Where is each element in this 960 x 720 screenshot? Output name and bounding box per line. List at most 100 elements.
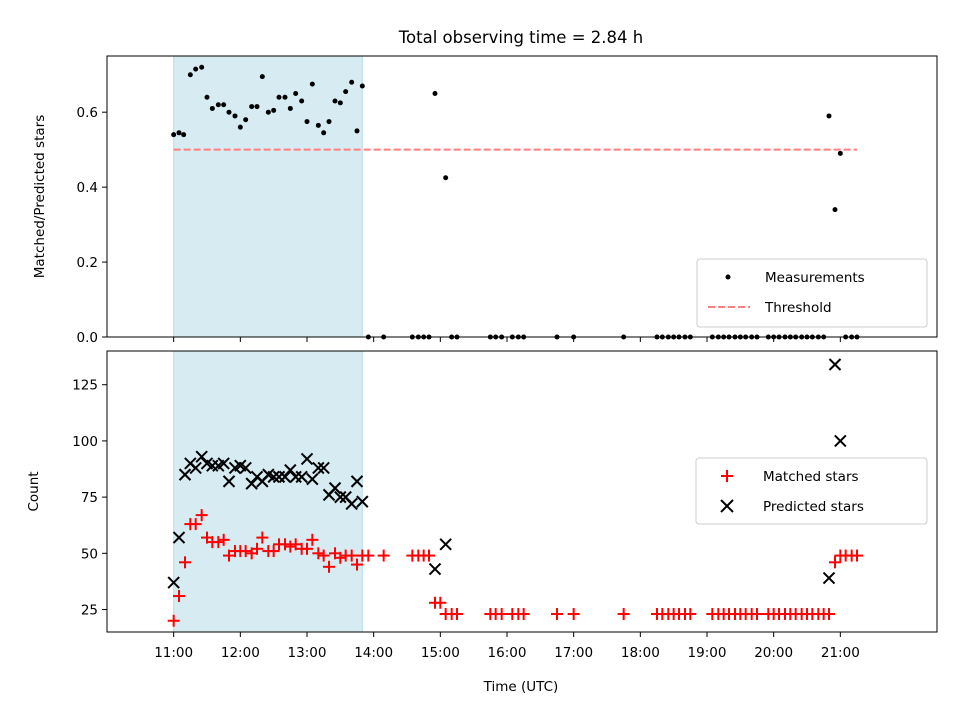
predicted-star-point	[822, 571, 836, 585]
top-axes-frame	[106, 55, 938, 338]
matched-star-point	[284, 540, 297, 553]
top-x-ticks	[173, 337, 841, 342]
measurement-point	[326, 119, 332, 125]
predicted-star-point	[428, 562, 442, 576]
predicted-star-point	[239, 461, 252, 475]
x-tick-label: 12:00	[221, 645, 260, 661]
x-tick-label: 11:00	[154, 645, 193, 661]
measurement-point	[265, 109, 271, 115]
bottom-y-axis: 25 50 75 100 125	[72, 378, 107, 619]
measurement-point	[349, 79, 355, 85]
measurement-point	[243, 117, 249, 123]
top-y-tick-label: 0.2	[77, 255, 98, 271]
predicted-star-point	[334, 490, 347, 504]
measurement-point	[176, 130, 182, 136]
matched-star-point	[351, 558, 363, 571]
matched-star-point	[684, 608, 697, 621]
predicted-star-point	[295, 470, 308, 484]
predicted-star-point	[189, 461, 202, 475]
legend-predicted-marker	[720, 499, 734, 513]
predicted-star-point	[828, 358, 842, 371]
matched-star-point	[323, 560, 335, 573]
x-tick-label: 15:00	[421, 645, 460, 661]
matched-star-point	[377, 549, 390, 562]
matched-star-point	[256, 531, 269, 544]
top-y-tick-label: 0.4	[77, 180, 98, 196]
bottom-panel: 25 50 75 100 125 11:00 12:00 13:00 14:00 15:00 16…	[26, 350, 938, 695]
measurement-point	[826, 113, 832, 119]
measurement-point	[299, 98, 305, 104]
matched-star-point	[423, 549, 435, 562]
predicted-star-point	[217, 457, 230, 470]
measurement-point	[254, 104, 260, 110]
matched-star-point	[267, 545, 280, 558]
top-legend: Measurements Threshold	[696, 258, 928, 328]
matched-star-point	[829, 556, 841, 569]
legend-measurements-marker	[725, 274, 731, 280]
matched-star-point	[251, 542, 263, 555]
top-y-axis-label: Matched/Predicted stars	[32, 115, 48, 278]
top-y-tick-label: 0.6	[77, 105, 98, 121]
matched-star-point	[617, 608, 630, 621]
measurement-point	[221, 102, 227, 108]
top-observing-span	[173, 55, 363, 338]
top-y-axis: 0.0 0.2 0.4 0.6	[77, 105, 107, 346]
matched-star-point	[567, 608, 580, 621]
measurement-point	[249, 104, 255, 110]
measurement-point	[304, 119, 310, 125]
measurement-point	[343, 89, 349, 95]
bottom-y-tick-label: 25	[81, 603, 98, 619]
x-axis-label: Time (UTC)	[483, 679, 559, 695]
bottom-observing-span	[173, 350, 363, 633]
predicted-star-point	[178, 468, 192, 481]
predicted-star-point	[345, 497, 358, 511]
x-tick-label: 13:00	[288, 645, 327, 661]
measurement-point	[443, 175, 449, 181]
predicted-star-point	[300, 452, 314, 466]
measurement-point	[337, 100, 343, 106]
matched-star-point	[239, 545, 252, 558]
matched-star-point	[451, 608, 463, 621]
matched-star-point	[167, 614, 180, 627]
bottom-y-tick-label: 75	[81, 490, 98, 506]
measurement-point	[204, 94, 210, 100]
x-tick-label: 19:00	[688, 645, 727, 661]
measurement-point	[199, 64, 205, 70]
chart-title: Total observing time = 2.84 h	[398, 28, 643, 47]
x-tick-label: 16:00	[488, 645, 527, 661]
x-tick-label: 20:00	[754, 645, 793, 661]
measurement-point	[226, 109, 232, 115]
x-tick-label: 21:00	[821, 645, 860, 661]
predicted-star-point	[267, 470, 280, 484]
measurement-point	[321, 130, 327, 136]
measurement-point	[171, 132, 177, 138]
bottom-y-tick-label: 100	[72, 434, 98, 450]
predicted-star-point	[350, 475, 364, 488]
legend-threshold-label: Threshold	[764, 300, 832, 316]
measurement-point	[271, 107, 277, 113]
measurement-point	[209, 105, 215, 111]
predicted-star-point	[306, 472, 319, 486]
measurement-point	[215, 102, 221, 108]
top-y-tick-label: 0.0	[77, 330, 98, 346]
matched-star-point	[334, 551, 347, 564]
predicted-star-point	[834, 434, 847, 448]
matched-star-point	[517, 608, 530, 621]
top-panel: 0.0 0.2 0.4 0.6 Matched/Predicted stars Mea…	[32, 55, 938, 346]
predicted-star-point	[312, 461, 325, 475]
legend-matched-marker	[721, 470, 733, 482]
measurement-point	[315, 122, 321, 128]
x-tick-label: 18:00	[621, 645, 660, 661]
matched-star-point	[306, 533, 319, 546]
measurement-point	[354, 128, 360, 134]
measurement-point	[193, 66, 199, 72]
legend-matched-label: Matched stars	[763, 469, 859, 485]
bottom-y-tick-label: 125	[72, 378, 98, 394]
predicted-star-point	[172, 531, 186, 544]
bottom-legend: Matched stars Predicted stars	[695, 457, 928, 525]
matched-star-point	[301, 542, 313, 555]
legend-predicted-label: Predicted stars	[763, 499, 864, 515]
measurement-point	[432, 90, 438, 96]
matched-star-point	[345, 549, 358, 562]
